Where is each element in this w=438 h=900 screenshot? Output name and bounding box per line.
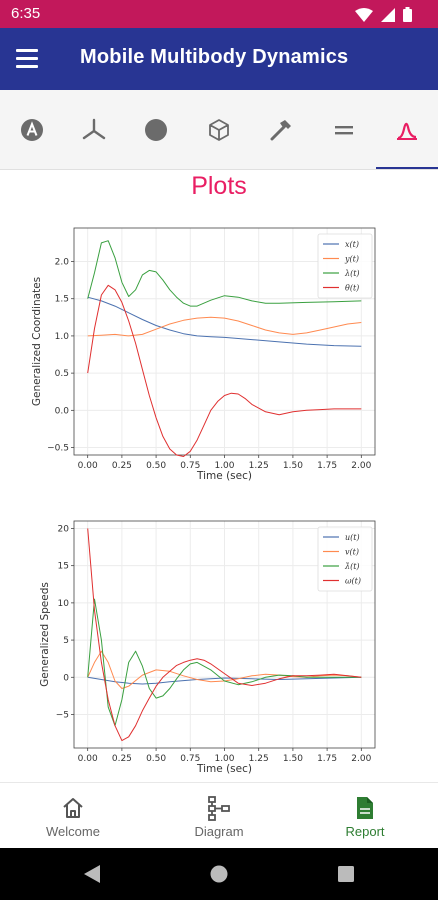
chart-generalized-speeds: 0.00 0.25 0.50 0.75 1.00 1.25 1.50 1.75 2.00 −5 0 5… [0,515,438,777]
plot-curve-icon [397,122,417,140]
home-icon [63,798,83,818]
series-line-4 [87,284,362,457]
legend-label: v(t) [345,548,359,557]
x-tick-label: 1.50 [283,461,303,471]
x-tick-label: 0.25 [112,461,132,471]
tab-body[interactable] [125,90,187,170]
filled-circle-icon [145,119,167,141]
nav-label-report: Report [345,824,385,839]
nav-report[interactable]: Report [292,783,438,849]
cube-icon [209,119,229,141]
tab-hammer[interactable] [250,90,312,170]
x-tick-label: 1.00 [214,461,234,471]
legend-box [317,526,373,592]
status-bar: 6:35 [0,0,438,28]
signal-icon [381,7,395,22]
y-axis-label: Generalized Speeds [39,582,51,687]
chart-coordinates-svg: 0.00 0.25 0.50 0.75 1.00 1.25 1.50 1.75 2.00 −0.5… [31,227,376,482]
legend-label: θ(t) [345,284,359,293]
hammer-icon [270,120,291,141]
x-axis-label: Time (sec) [196,763,252,775]
diagram-icon [208,796,230,821]
series-line-1 [87,296,362,347]
series-line-3 [87,240,362,307]
y-tick-label: 20 [58,524,70,534]
legend-label: ω(t) [345,577,361,586]
page-title: Plots [191,172,247,200]
tab-equations[interactable] [313,90,375,170]
series-line-3 [87,598,362,727]
y-tick-label: 5 [63,636,69,646]
wifi-icon [355,7,373,22]
series-line-4 [87,528,362,742]
x-axis-label: Time (sec) [196,470,252,482]
x-tick-label: 1.75 [317,461,337,471]
y-tick-label: 0.5 [55,369,69,379]
tab-letter-a[interactable] [1,90,63,170]
tab-plots[interactable] [376,90,438,170]
tab-bar [0,90,438,170]
x-tick-label: 0.25 [112,754,132,764]
document-icon [357,797,373,819]
back-icon[interactable] [84,865,100,883]
legend-label: y(t) [344,255,359,264]
y-tick-label: 10 [58,599,70,609]
x-tick-label: 1.25 [249,461,269,471]
equals-icon [335,126,353,135]
status-time: 6:35 [11,5,41,22]
legend-label: x(t) [345,240,359,249]
app-title: Mobile Multibody Dynamics [80,46,349,68]
nav-label-diagram: Diagram [194,824,244,839]
tab-cube[interactable] [188,90,250,170]
chart-speeds-svg: 0.00 0.25 0.50 0.75 1.00 1.25 1.50 1.75 2.00 −5 0 5… [39,520,376,775]
chart-generalized-coordinates: 0.00 0.25 0.50 0.75 1.00 1.25 1.50 1.75 2.00 −0.5… [0,222,438,484]
x-tick-label: 0.50 [146,754,166,764]
legend-box [317,233,373,299]
nav-label-welcome: Welcome [46,824,100,839]
legend-label: u(t) [345,533,360,542]
system-navigation-bar [0,848,438,900]
status-icons [355,7,412,22]
tab-axes[interactable] [63,90,125,170]
app-bar: Mobile Multibody Dynamics [0,28,438,90]
bottom-navigation: Welcome Diagram Report [0,782,438,848]
x-tick-label: 0.75 [180,754,200,764]
y-tick-label: 0 [63,673,69,683]
x-tick-label: 0.50 [146,461,166,471]
y-tick-label: 2.0 [55,257,70,267]
y-tick-label: −5 [56,711,69,721]
x-tick-label: 0.00 [78,461,98,471]
nav-welcome[interactable]: Welcome [0,783,146,849]
battery-icon [403,7,412,22]
home-circle-icon[interactable] [210,865,228,883]
y-tick-label: −0.5 [47,444,69,454]
y-tick-label: 1.0 [55,332,70,342]
x-tick-label: 1.50 [283,754,303,764]
hamburger-menu-icon[interactable] [16,46,46,72]
nav-diagram[interactable]: Diagram [146,783,292,849]
series-line-1 [87,676,362,685]
x-tick-label: 1.75 [317,754,337,764]
x-tick-label: 1.25 [249,754,269,764]
x-tick-label: 0.00 [78,754,98,764]
recents-square-icon[interactable] [338,866,354,882]
letter-a-circle-icon [21,119,43,141]
y-axis-label: Generalized Coordinates [31,277,43,406]
legend-label: λ̇(t) [344,562,360,571]
x-tick-label: 2.00 [351,461,371,471]
y-tick-label: 1.5 [55,295,69,305]
x-tick-label: 0.75 [180,461,200,471]
legend-label: λ(t) [344,269,360,278]
x-tick-label: 1.00 [214,754,234,764]
y-tick-label: 15 [58,562,69,572]
axes-icon [82,118,106,140]
y-tick-label: 0.0 [55,406,70,416]
x-tick-label: 2.00 [351,754,371,764]
active-tab-indicator [376,167,438,169]
